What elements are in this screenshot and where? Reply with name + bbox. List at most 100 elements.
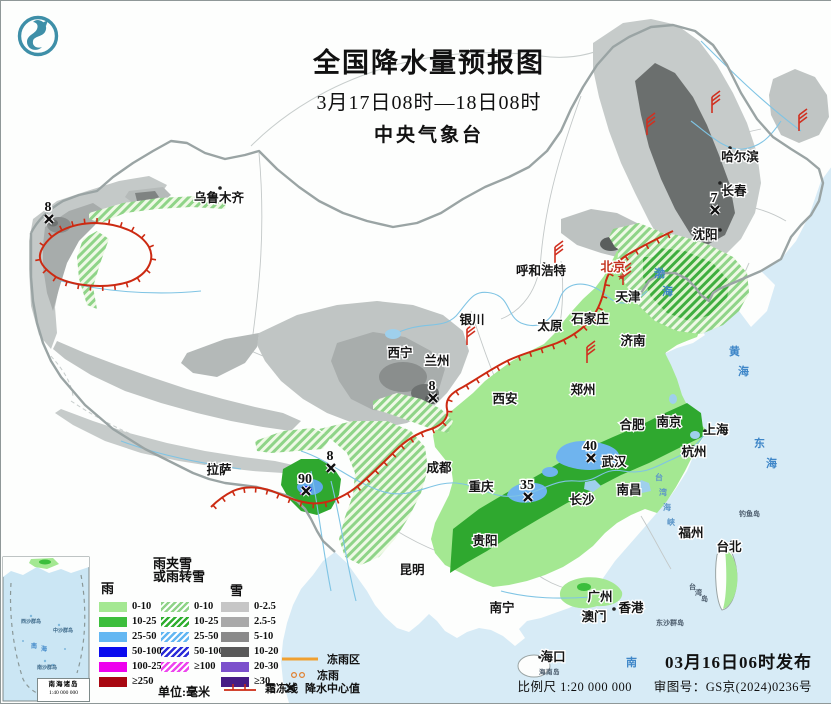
city-label: 呼和浩特 bbox=[516, 263, 567, 278]
publish-time: 03月16日06时发布 bbox=[499, 648, 812, 673]
city-label: 武汉 bbox=[601, 454, 627, 469]
city-银川: 银川 bbox=[459, 312, 484, 327]
sea-label: 黄 bbox=[729, 344, 741, 358]
city-南昌: 南昌 bbox=[616, 482, 641, 497]
city-昆明: 昆明 bbox=[399, 562, 424, 577]
city-太原: 太原 bbox=[537, 318, 563, 333]
city-郑州: 郑州 bbox=[570, 382, 595, 397]
sea-label: 岛 bbox=[52, 664, 58, 671]
city-label: 香港 bbox=[617, 600, 644, 615]
city-label: 广州 bbox=[587, 589, 612, 604]
city-长春: 长春 bbox=[718, 181, 747, 198]
city-label: 合肥 bbox=[619, 417, 645, 432]
cma-logo bbox=[15, 13, 61, 59]
city-石家庄: 石家庄 bbox=[570, 311, 609, 326]
city-济南: 济南 bbox=[620, 333, 646, 348]
city-label: 台北 bbox=[716, 539, 742, 554]
city-label: 西安 bbox=[492, 391, 517, 406]
sea-label: 湾 bbox=[659, 487, 668, 497]
sea-label: 岛 bbox=[701, 594, 709, 603]
center-value: 7 bbox=[711, 191, 718, 206]
map-valid-period: 3月17日08时—18日08时 bbox=[249, 86, 609, 115]
city-南宁: 南宁 bbox=[489, 600, 514, 615]
city-重庆: 重庆 bbox=[468, 479, 494, 494]
city-label: 重庆 bbox=[468, 479, 494, 494]
center-value: 90 bbox=[298, 472, 312, 487]
city-贵阳: 贵阳 bbox=[472, 533, 497, 548]
city-武汉: 武汉 bbox=[601, 454, 627, 469]
sea-label: 岛 bbox=[753, 509, 761, 518]
city-label: 上海 bbox=[703, 422, 729, 437]
sea-label: 海 bbox=[766, 456, 778, 470]
city-label: 西宁 bbox=[387, 345, 412, 360]
city-label: 南昌 bbox=[616, 482, 641, 497]
map-meta: 比例尺 1:20 000 000 审图号：GS京(2024)0236号 bbox=[499, 676, 812, 695]
inset-scale: 1:40 000 000 bbox=[38, 691, 89, 697]
sea-label: 南 bbox=[31, 642, 38, 650]
sea-label: 岛 bbox=[36, 618, 42, 625]
sea-label: 峡 bbox=[667, 517, 676, 527]
city-label: 杭州 bbox=[681, 444, 706, 459]
sea-label: 台 bbox=[655, 472, 664, 482]
map-approval: 审图号：GS京(2024)0236号 bbox=[654, 680, 812, 694]
city-成都: 成都 bbox=[426, 460, 452, 475]
city-沈阳: 沈阳 bbox=[692, 227, 721, 242]
issuing-agency: 中央气象台 bbox=[249, 120, 609, 147]
center-value: 8 bbox=[429, 379, 436, 394]
map-title: 全国降水量预报图 bbox=[249, 41, 609, 80]
city-label: 兰州 bbox=[424, 353, 449, 368]
inset-title: 南海诸岛 bbox=[38, 682, 89, 689]
city-label: 贵阳 bbox=[472, 533, 497, 548]
city-label: 长春 bbox=[721, 183, 747, 198]
city-label: 天津 bbox=[615, 289, 641, 304]
city-label: 哈尔滨 bbox=[721, 149, 759, 164]
city-上海: 上海 bbox=[703, 422, 729, 437]
map-scale: 比例尺 1:20 000 000 bbox=[517, 680, 632, 694]
sea-label: 海 bbox=[663, 502, 672, 512]
city-拉萨: 拉萨 bbox=[206, 462, 232, 477]
city-label: 乌鲁木齐 bbox=[194, 190, 245, 205]
city-label: 济南 bbox=[620, 333, 646, 348]
city-澳门: 澳门 bbox=[581, 609, 606, 624]
city-label: 郑州 bbox=[570, 382, 595, 397]
city-兰州: 兰州 bbox=[424, 353, 449, 368]
city-label: 昆明 bbox=[399, 562, 424, 577]
city-dot bbox=[612, 607, 616, 611]
city-label: 石家庄 bbox=[570, 311, 609, 326]
city-南京: 南京 bbox=[656, 414, 682, 429]
city-label: 沈阳 bbox=[692, 227, 717, 242]
city-label: 福州 bbox=[677, 525, 703, 540]
sea-label: 海 bbox=[662, 284, 674, 298]
city-福州: 福州 bbox=[677, 525, 703, 540]
city-label: 南宁 bbox=[489, 600, 514, 615]
center-value: 8 bbox=[327, 449, 334, 464]
city-合肥: 合肥 bbox=[619, 417, 645, 432]
city-西安: 西安 bbox=[492, 391, 517, 406]
city-长沙: 长沙 bbox=[569, 492, 595, 507]
city-广州: 广州 bbox=[587, 589, 612, 604]
city-label: 拉萨 bbox=[206, 462, 232, 477]
city-呼和浩特: 呼和浩特 bbox=[516, 262, 567, 278]
inset-label-box: 南海诸岛 1:40 000 000 bbox=[37, 678, 90, 702]
city-label: 南京 bbox=[656, 414, 682, 429]
city-台北: 台北 bbox=[716, 539, 742, 554]
sea-label: 渤 bbox=[654, 266, 666, 280]
city-天津: 天津 bbox=[615, 289, 641, 304]
title-block: 全国降水量预报图 3月17日08时—18日08时 中央气象台 bbox=[249, 41, 609, 147]
center-value: 40 bbox=[583, 439, 597, 454]
sea-label: 海 bbox=[41, 645, 48, 653]
footer-block: 03月16日06时发布 比例尺 1:20 000 000 审图号：GS京(202… bbox=[499, 648, 812, 695]
city-dot bbox=[218, 186, 222, 190]
city-label: 澳门 bbox=[581, 609, 606, 624]
city-label: 银川 bbox=[459, 312, 484, 327]
city-西宁: 西宁 bbox=[387, 345, 412, 360]
sea-label: 岛 bbox=[677, 618, 685, 627]
city-label: 成都 bbox=[426, 460, 452, 475]
center-value: 8 bbox=[45, 200, 52, 215]
center-value: 35 bbox=[520, 478, 534, 493]
city-label: 太原 bbox=[537, 318, 563, 333]
city-label: 长沙 bbox=[569, 492, 595, 507]
city-dot bbox=[718, 228, 722, 232]
city-label: 北京 bbox=[600, 259, 626, 274]
